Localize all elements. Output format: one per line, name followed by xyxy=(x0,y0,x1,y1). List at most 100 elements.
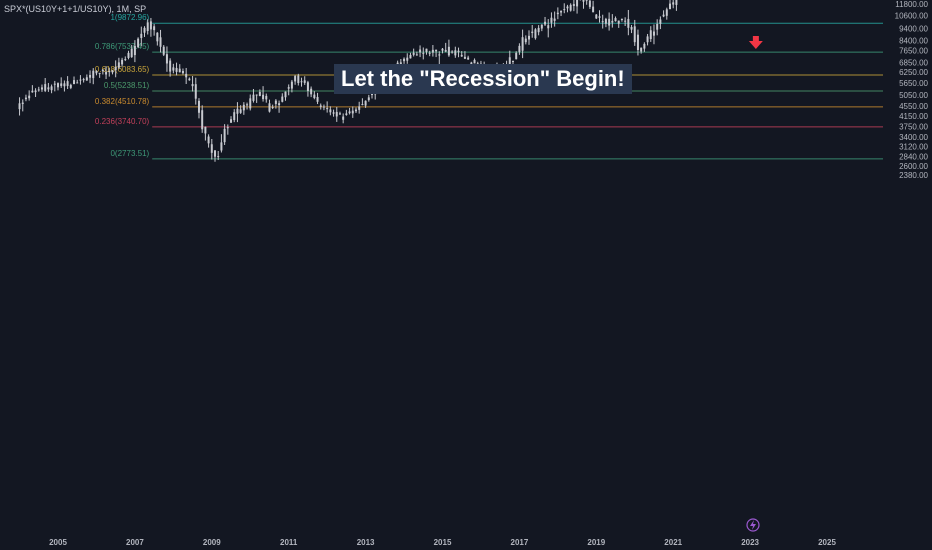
candle-body xyxy=(441,48,444,51)
price-tick-label: 2380.00 xyxy=(899,171,928,180)
fib-label: 1(9872.96) xyxy=(110,13,149,22)
candle-body xyxy=(284,91,287,98)
candle-body xyxy=(332,112,335,114)
candle-body xyxy=(534,29,537,39)
candle-body xyxy=(85,77,88,81)
candle-body xyxy=(550,17,553,23)
candle-body xyxy=(175,67,178,72)
candle-body xyxy=(143,27,146,33)
candle-body xyxy=(226,127,229,129)
candle-body xyxy=(34,90,37,93)
candle-body xyxy=(239,109,242,113)
candle-body xyxy=(271,106,274,108)
candle-body xyxy=(447,46,450,56)
candle-body xyxy=(40,87,43,90)
candle-body xyxy=(114,67,117,71)
price-tick-label: 5650.00 xyxy=(899,79,928,88)
candle-body xyxy=(643,43,646,49)
fib-label: 0.5(5238.51) xyxy=(104,81,150,90)
candle-body xyxy=(249,98,252,109)
candle-body xyxy=(560,10,563,13)
candle-body xyxy=(649,30,652,40)
candle-body xyxy=(278,103,281,106)
price-tick-label: 5050.00 xyxy=(899,91,928,100)
candle-body xyxy=(566,6,569,9)
price-tick-label: 7650.00 xyxy=(899,46,928,55)
candle-body xyxy=(518,45,521,52)
candle-body xyxy=(124,59,127,61)
candle-body xyxy=(268,103,271,112)
candle-body xyxy=(153,26,156,31)
price-tick-label: 2600.00 xyxy=(899,162,928,171)
candle-body xyxy=(672,2,675,5)
candle-body xyxy=(457,50,460,53)
candle-body xyxy=(348,111,351,114)
candle-body xyxy=(162,46,165,55)
candle-body xyxy=(233,112,236,121)
candle-body xyxy=(604,18,607,24)
candle-body xyxy=(326,108,329,110)
candle-body xyxy=(463,56,466,59)
candle-body xyxy=(354,109,357,112)
time-axis[interactable]: 2005 2007 2009 2011 2013 2015 2017 2019 2021 2023… xyxy=(49,538,836,547)
price-tick-label: 6250.00 xyxy=(899,68,928,77)
candle-body xyxy=(24,97,27,100)
fib-label: 0(2773.51) xyxy=(110,149,149,158)
candle-body xyxy=(306,82,309,91)
price-tick-label: 2840.00 xyxy=(899,152,928,161)
fib-label: 0.618(6083.65) xyxy=(95,65,150,74)
candle-body xyxy=(31,90,34,93)
symbol-title[interactable]: SPX*(US10Y+1+1/US10Y), 1M, SP xyxy=(4,4,147,14)
candle-body xyxy=(399,62,402,65)
candle-body xyxy=(572,4,575,6)
candle-body xyxy=(159,37,162,47)
candle-body xyxy=(598,16,601,18)
price-axis[interactable]: 27000.0024000.0022000.0020000.0016000.00… xyxy=(895,0,929,180)
candle-body xyxy=(361,104,364,106)
bolt-ring xyxy=(746,518,760,532)
price-tick-label: 6850.00 xyxy=(899,58,928,67)
price-tick-label: 3120.00 xyxy=(899,142,928,151)
candle-body xyxy=(117,62,120,68)
candle-body xyxy=(553,18,556,21)
candle-body xyxy=(63,83,66,87)
candle-body xyxy=(281,96,284,102)
candle-body xyxy=(608,18,611,26)
candle-body xyxy=(511,60,514,62)
headline-annotation[interactable]: Let the "Recession" Begin! xyxy=(334,64,632,94)
candle-body xyxy=(265,95,268,100)
candle-body xyxy=(262,94,265,100)
time-tick-label: 2021 xyxy=(664,538,682,547)
candle-body xyxy=(409,54,412,59)
candle-body xyxy=(220,142,223,151)
candle-body xyxy=(537,27,540,33)
candle-body xyxy=(624,20,627,22)
candle-body xyxy=(252,94,255,101)
lightning-bolt-icon[interactable] xyxy=(746,518,760,532)
candle-body xyxy=(454,50,457,56)
down-arrow-icon[interactable] xyxy=(748,36,763,49)
candle-body xyxy=(582,0,585,2)
candle-body xyxy=(172,67,175,71)
candle-body xyxy=(21,102,24,104)
candle-body xyxy=(242,104,245,111)
candle-body xyxy=(620,18,623,20)
candle-body xyxy=(592,6,595,13)
candle-body xyxy=(297,75,300,84)
candle-body xyxy=(656,24,659,30)
time-tick-label: 2005 xyxy=(49,538,67,547)
candle-body xyxy=(57,83,59,88)
candle-body xyxy=(133,45,136,56)
candle-body xyxy=(595,14,598,19)
candle-body xyxy=(544,21,547,25)
fib-label: 0.786(7537.45) xyxy=(95,42,150,51)
price-tick-label: 3400.00 xyxy=(899,133,928,142)
candle-body xyxy=(28,95,31,99)
candle-body xyxy=(630,27,633,30)
time-tick-label: 2015 xyxy=(434,538,452,547)
price-tick-label: 3750.00 xyxy=(899,123,928,132)
candle-body xyxy=(415,54,418,56)
candle-body xyxy=(236,108,239,114)
candle-body xyxy=(201,110,204,130)
candle-body xyxy=(316,96,319,102)
